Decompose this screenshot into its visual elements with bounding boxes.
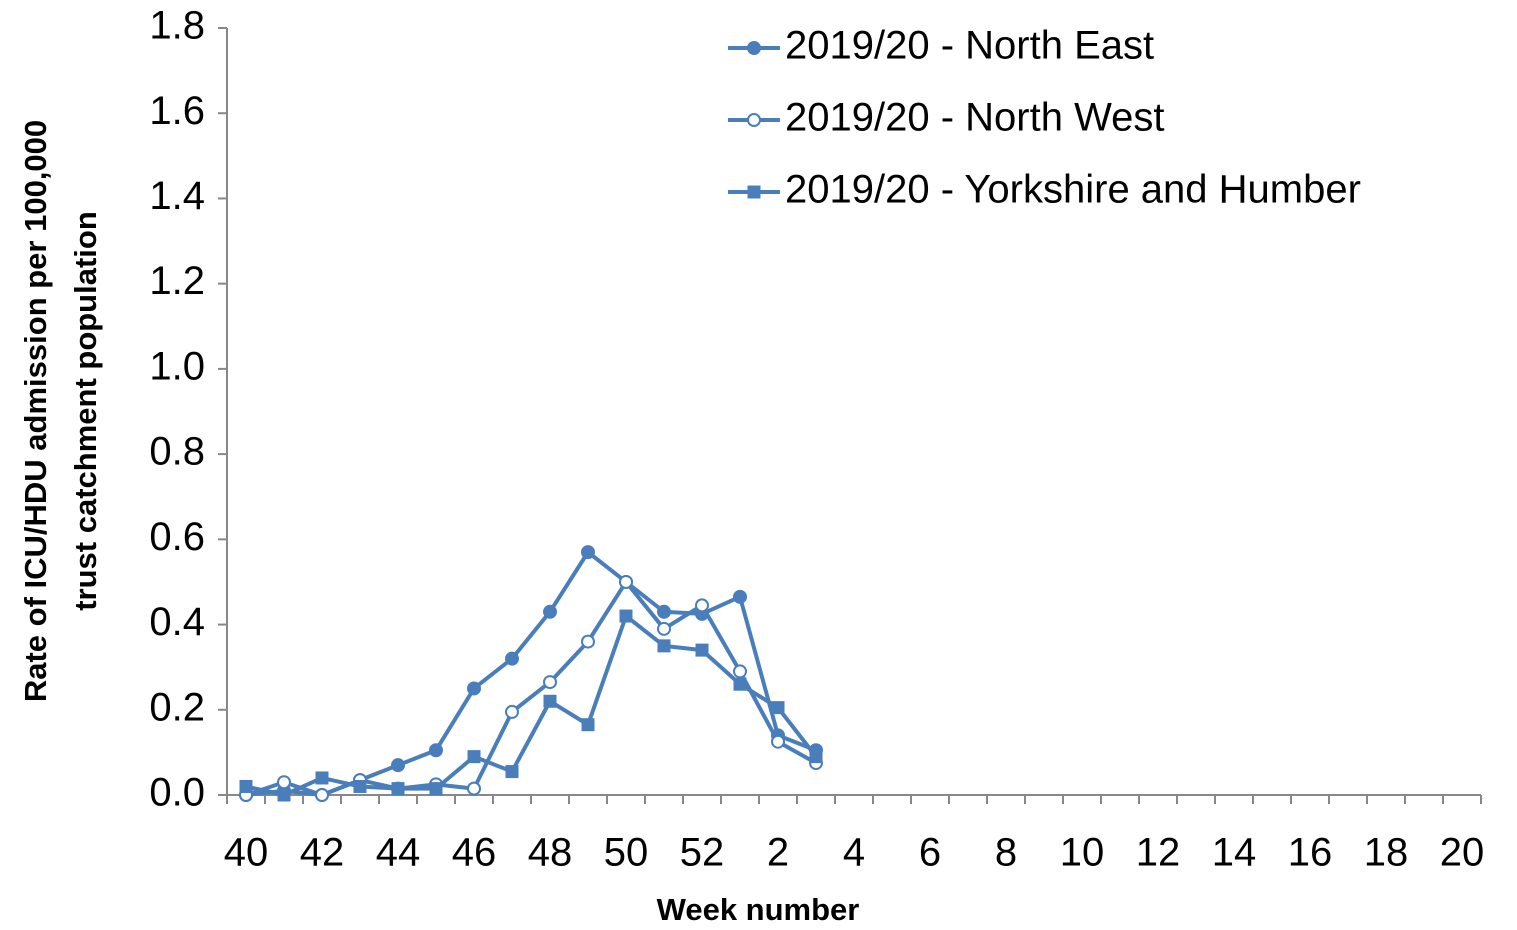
marker xyxy=(771,734,785,749)
x-tick-label: 16 xyxy=(1288,831,1333,875)
marker xyxy=(581,545,595,560)
marker xyxy=(353,779,367,793)
marker xyxy=(581,718,595,732)
marker xyxy=(619,609,633,623)
marker xyxy=(467,681,481,696)
legend-label: 2019/20 - North East xyxy=(785,24,1154,68)
x-tick-label: 2 xyxy=(767,831,789,875)
y-tick-label: 1.4 xyxy=(149,174,205,218)
series-line xyxy=(245,579,817,797)
y-tick-label: 1.6 xyxy=(149,89,205,133)
marker xyxy=(581,634,595,649)
marker xyxy=(657,604,671,619)
x-tick-label: 10 xyxy=(1060,831,1105,875)
x-tick-label: 44 xyxy=(376,831,421,875)
x-tick-label: 52 xyxy=(680,831,725,875)
marker xyxy=(429,782,443,796)
x-tick-label: 48 xyxy=(528,831,573,875)
marker xyxy=(733,664,747,679)
y-tick-label: 0.6 xyxy=(149,515,205,559)
x-tick-label: 50 xyxy=(604,831,649,875)
y-tick-label: 0.4 xyxy=(149,600,205,644)
x-tick-label: 42 xyxy=(300,831,345,875)
x-tick-label: 20 xyxy=(1440,831,1485,875)
marker xyxy=(505,765,519,779)
x-tick-label: 40 xyxy=(224,831,269,875)
y-tick-label: 1.2 xyxy=(149,259,205,303)
marker xyxy=(391,758,405,773)
legend-marker xyxy=(747,113,761,127)
marker xyxy=(695,598,709,613)
marker xyxy=(505,651,519,666)
x-tick-label: 6 xyxy=(919,831,941,875)
marker xyxy=(619,574,633,589)
marker xyxy=(543,694,557,708)
marker xyxy=(277,788,291,802)
marker xyxy=(695,643,709,657)
marker xyxy=(657,639,671,653)
marker xyxy=(239,779,253,793)
marker xyxy=(467,781,481,796)
marker xyxy=(391,782,405,796)
marker xyxy=(657,621,671,636)
x-tick-label: 12 xyxy=(1136,831,1181,875)
marker xyxy=(277,775,291,790)
y-tick-label: 1.0 xyxy=(149,344,205,388)
y-tick-label: 0.2 xyxy=(149,685,205,729)
x-tick-label: 14 xyxy=(1212,831,1257,875)
legend-label: 2019/20 - North West xyxy=(785,96,1164,140)
legend-label: 2019/20 - Yorkshire and Humber xyxy=(785,168,1361,212)
marker xyxy=(543,604,557,619)
x-tick-label: 46 xyxy=(452,831,497,875)
marker xyxy=(771,701,785,715)
x-axis-title: Week number xyxy=(657,892,860,927)
marker xyxy=(733,677,747,691)
marker xyxy=(543,675,557,690)
y-axis-title: Rate of ICU/HDU admission per 100,000 xyxy=(18,120,53,702)
x-tick-label: 18 xyxy=(1364,831,1409,875)
series-line xyxy=(245,614,818,797)
marker xyxy=(733,589,747,604)
marker xyxy=(315,771,329,785)
marker xyxy=(809,750,823,764)
x-tick-label: 4 xyxy=(843,831,865,875)
y-tick-label: 0.8 xyxy=(149,430,205,474)
legend-marker xyxy=(747,185,761,199)
y-axis-title: trust catchment population xyxy=(68,211,103,611)
legend-marker xyxy=(747,41,761,55)
marker xyxy=(505,704,519,719)
y-tick-label: 0.0 xyxy=(149,771,205,815)
marker xyxy=(467,750,481,764)
y-tick-label: 1.8 xyxy=(149,4,205,48)
marker xyxy=(315,788,329,802)
x-tick-label: 8 xyxy=(995,831,1017,875)
marker xyxy=(429,743,443,758)
